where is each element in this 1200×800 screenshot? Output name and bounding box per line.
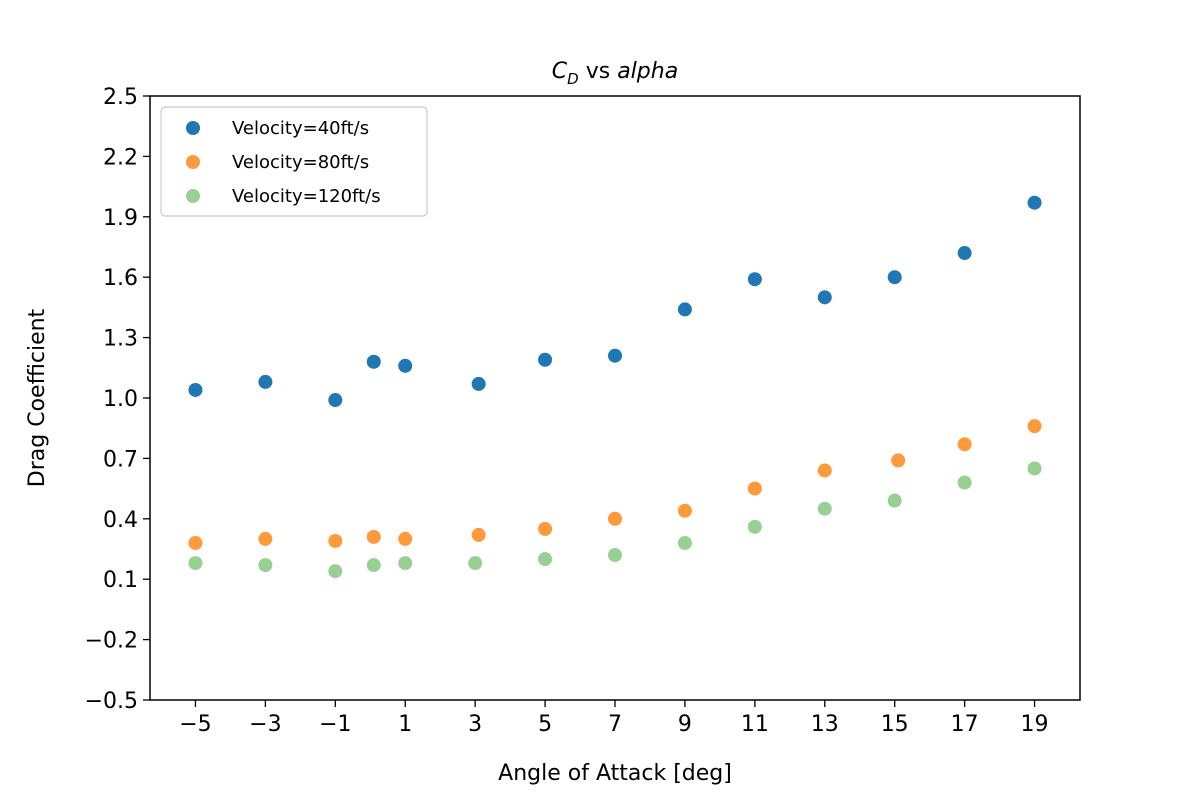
data-point [608, 511, 622, 526]
data-point [398, 556, 413, 571]
series-3 [188, 461, 1042, 579]
data-point [328, 393, 343, 408]
y-tick-label: 2.2 [103, 145, 138, 170]
x-tick-label: −3 [249, 712, 281, 737]
y-tick-label: 0.1 [103, 568, 138, 593]
x-tick-label: 1 [398, 712, 412, 737]
y-tick-label: −0.2 [85, 629, 138, 654]
chart-title-middle: vs [579, 59, 617, 84]
data-point [891, 453, 906, 468]
data-point [747, 519, 762, 534]
x-tick-label: −5 [179, 712, 211, 737]
legend-marker [186, 155, 200, 169]
y-tick-label: 2.5 [103, 85, 138, 110]
data-point [608, 548, 622, 563]
data-point [538, 352, 553, 367]
data-point [887, 270, 902, 285]
data-point [1027, 461, 1042, 476]
data-point [188, 535, 203, 550]
legend-items: Velocity=40ft/s Velocity=80ft/s Velocity=1… [186, 118, 381, 207]
x-tick-label: 11 [741, 712, 769, 737]
data-point [471, 376, 486, 391]
chart-title-variable: alpha [617, 59, 678, 84]
x-axis-label: Angle of Attack [deg] [498, 761, 732, 786]
data-point [887, 493, 902, 508]
legend-box [160, 106, 428, 217]
data-point [1027, 419, 1042, 434]
data-point [538, 552, 553, 567]
data-point [1027, 195, 1042, 210]
y-tick-label: 0.7 [103, 447, 138, 472]
x-tick-label: 17 [951, 712, 979, 737]
data-point [957, 246, 972, 261]
y-tick-label: 1.9 [103, 206, 138, 231]
data-point [957, 437, 972, 452]
data-point [817, 501, 832, 516]
y-tick-label: 1.3 [103, 327, 138, 352]
chart-title-subscript: D [567, 70, 579, 88]
data-point [328, 564, 343, 579]
data-point [398, 531, 413, 546]
y-axis-ticks: −0.5 −0.2 0.1 0.4 0.7 1.0 1.3 1.6 1.9 2.2 2.5 [85, 85, 150, 714]
legend-marker [186, 121, 200, 135]
data-point [747, 272, 762, 287]
x-tick-label: 3 [468, 712, 482, 737]
data-point [677, 535, 692, 550]
data-point [188, 382, 203, 397]
chart-title-main: C [552, 59, 568, 84]
x-tick-label: 7 [608, 712, 622, 737]
data-point [817, 463, 832, 478]
data-point [258, 558, 273, 573]
data-point [747, 481, 762, 496]
series-2 [188, 419, 1042, 550]
data-point [328, 533, 343, 548]
y-tick-label: 1.6 [103, 266, 138, 291]
series-1 [188, 195, 1042, 408]
data-point [258, 531, 273, 546]
data-point [468, 556, 483, 571]
data-point [366, 558, 381, 573]
legend: Velocity=40ft/s Velocity=80ft/s Velocity=1… [160, 106, 428, 217]
x-axis-ticks: −5 −3 −1 1 3 5 7 9 11 13 15 17 19 [179, 700, 1049, 737]
y-tick-label: 1.0 [103, 387, 138, 412]
data-point [608, 348, 622, 363]
y-axis-label: Drag Coefficient [25, 308, 50, 487]
x-tick-label: 15 [881, 712, 909, 737]
data-point [188, 556, 203, 571]
data-point [957, 475, 972, 490]
legend-label: Velocity=80ft/s [232, 152, 369, 173]
x-tick-label: 5 [538, 712, 552, 737]
data-point [471, 527, 486, 542]
x-tick-label: −1 [319, 712, 351, 737]
chart-title: CD vs alpha [552, 59, 678, 88]
x-tick-label: 13 [811, 712, 839, 737]
data-point [538, 521, 553, 536]
data-point [258, 374, 273, 389]
legend-label: Velocity=120ft/s [232, 186, 381, 207]
data-point [366, 529, 381, 544]
y-tick-label: 0.4 [103, 508, 138, 533]
data-point [398, 358, 413, 373]
data-point [677, 503, 692, 518]
data-point [817, 290, 832, 305]
legend-marker [186, 189, 200, 203]
x-tick-label: 9 [678, 712, 692, 737]
data-point [366, 354, 381, 369]
legend-label: Velocity=40ft/s [232, 118, 369, 139]
x-tick-label: 19 [1021, 712, 1049, 737]
data-point [677, 302, 692, 317]
y-tick-label: −0.5 [85, 689, 138, 714]
data-points [188, 195, 1042, 579]
